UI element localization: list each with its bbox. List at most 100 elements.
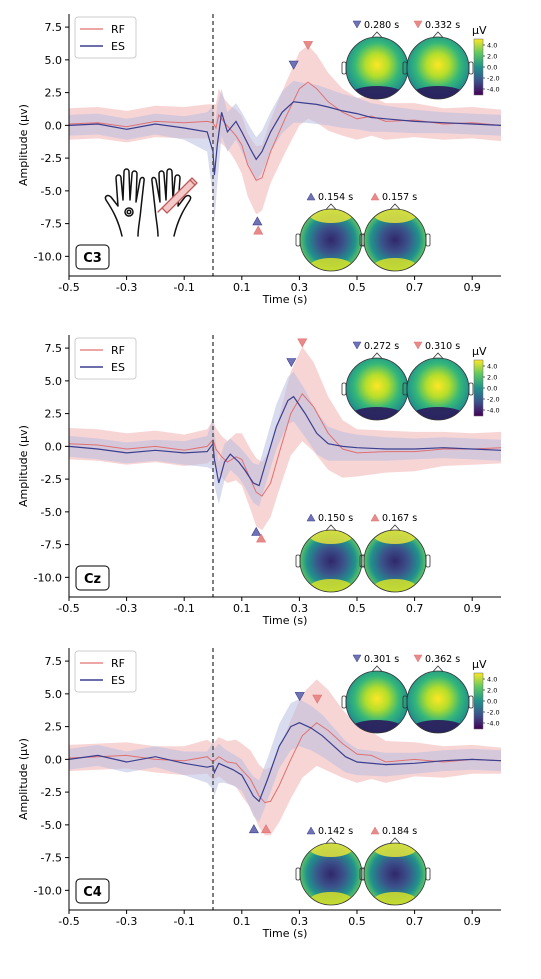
panel-label-box	[75, 565, 110, 591]
topomap-left-ear	[359, 233, 365, 247]
legend: RF ES	[74, 337, 137, 380]
colorbar-tick-label: 2.0	[487, 687, 497, 695]
colorbar-tick-label: -4.0	[487, 720, 500, 728]
topomap-head	[407, 37, 469, 99]
colorbar-tick-label: 2.0	[487, 53, 497, 61]
colorbar-tick-label: 4.0	[487, 42, 497, 50]
topomap-right-ear	[468, 382, 474, 396]
legend-label-es: ES	[111, 361, 125, 374]
panel-label-box	[75, 878, 110, 904]
series-line-es	[68, 395, 502, 487]
x-tick-label: -0.5	[58, 602, 79, 615]
legend-label-es: ES	[111, 674, 125, 687]
topomap-right-ear	[468, 61, 474, 75]
peak-marker-rf	[253, 225, 264, 235]
y-tick-label: -2.5	[41, 152, 62, 165]
confidence-band-es	[69, 371, 501, 507]
colorbar-tick-label: -2.0	[487, 709, 500, 717]
y-tick-label: 5.0	[45, 688, 63, 701]
topomap-occipital-positive	[309, 258, 353, 271]
topomap-occipital-positive	[309, 892, 353, 905]
stimulation-site-left-inner	[126, 209, 132, 215]
topomap-title: 0.157 s	[382, 192, 417, 203]
topomap-title: 0.272 s	[364, 341, 399, 352]
topomap-frontal-positive	[309, 209, 353, 223]
topomap-nose	[325, 524, 337, 531]
legend-label-rf: RF	[111, 344, 125, 357]
colorbar-tick-label: -4.0	[487, 407, 500, 415]
topomap-left-ear	[341, 61, 347, 75]
topomap-title-marker	[352, 654, 362, 663]
panel-label-box	[75, 244, 110, 270]
confidence-band-es	[69, 699, 501, 823]
y-tick-label: 7.5	[45, 342, 63, 355]
topomap-title: 0.332 s	[425, 20, 460, 31]
topomap-nose	[371, 31, 383, 38]
topomap-head	[346, 671, 408, 733]
topomap-title-marker	[306, 513, 316, 522]
topomap-occipital-negative	[412, 86, 464, 99]
y-tick-label: 0.0	[45, 119, 63, 132]
series-line-es	[68, 722, 502, 803]
topomap-rf-lower: 0.157 s	[359, 192, 431, 272]
stimulation-site-left	[124, 207, 134, 217]
topomap-head	[407, 671, 469, 733]
topomap-title-marker	[370, 192, 380, 201]
topomap-title: 0.280 s	[364, 20, 399, 31]
topomap-es-upper: 0.280 s	[341, 20, 413, 100]
peak-marker-es	[288, 60, 299, 70]
y-axis-label: Amplitude (µv)	[17, 425, 30, 507]
stimulation-pen-band	[189, 179, 196, 186]
peak-marker-es	[252, 216, 263, 226]
topomap-occipital-positive	[309, 579, 353, 592]
topomap-title: 0.154 s	[318, 192, 353, 203]
topomap-head	[300, 843, 362, 905]
x-tick-label: 0.1	[233, 602, 251, 615]
topomap-nose	[432, 352, 444, 359]
y-tick-label: 5.0	[45, 54, 63, 67]
topomap-right-ear	[468, 695, 474, 709]
panel-cz: 7.5 5.0 2.5 0.0 -2.5 -5.0 -7.5 -10.0 -0.5 -0.3 -0.…	[17, 335, 502, 627]
peak-marker-rf	[256, 533, 267, 543]
peak-marker-es	[294, 692, 305, 702]
series-line-rf	[68, 393, 502, 497]
legend: RF ES	[74, 16, 137, 59]
colorbar-unit: µV	[472, 658, 487, 671]
right-hand	[151, 168, 192, 237]
topomap-title-marker	[413, 654, 423, 663]
x-tick-label: -0.3	[116, 915, 137, 928]
confidence-band-es	[69, 80, 501, 221]
legend-label-rf: RF	[111, 657, 125, 670]
colorbar	[473, 38, 484, 96]
y-axis-label: Amplitude (µv)	[17, 738, 30, 820]
x-tick-label: -0.1	[173, 281, 194, 294]
topomap-title-marker	[370, 513, 380, 522]
y-tick-label: -7.5	[41, 218, 62, 231]
topomap-nose	[389, 203, 401, 210]
x-tick-label: 0.3	[291, 602, 309, 615]
topomap-nose	[432, 31, 444, 38]
topomap-left-ear	[341, 382, 347, 396]
y-tick-label: 2.5	[45, 721, 63, 734]
x-tick-label: 0.9	[463, 602, 481, 615]
colorbar-tick-label: -2.0	[487, 75, 500, 83]
topomap-es-lower: 0.142 s	[295, 826, 367, 906]
panel-c4: 7.5 5.0 2.5 0.0 -2.5 -5.0 -7.5 -10.0 -0.5 -0.3 -0.…	[17, 648, 502, 940]
topomap-head	[300, 209, 362, 271]
x-tick-label: -0.5	[58, 915, 79, 928]
topomap-left-ear	[402, 382, 408, 396]
topomap-title: 0.150 s	[318, 513, 353, 524]
panel-c3: 7.5 5.0 2.5 0.0 -2.5 -5.0 -7.5 -10.0 -0.5 -0.3 -0.…	[17, 14, 502, 306]
y-tick-label: 2.5	[45, 87, 63, 100]
y-tick-label: -5.0	[41, 819, 62, 832]
legend: RF ES	[74, 650, 137, 693]
y-tick-label: -5.0	[41, 185, 62, 198]
peak-marker-es	[248, 824, 259, 834]
peak-marker-rf	[303, 41, 314, 51]
hands-illustration	[104, 168, 198, 237]
y-tick-label: -7.5	[41, 852, 62, 865]
colorbar-tick-label: -2.0	[487, 396, 500, 404]
panel-label: C4	[83, 885, 102, 900]
topomap-rf-upper: 0.362 s	[402, 654, 474, 734]
topomap-es-upper: 0.272 s	[341, 341, 413, 421]
